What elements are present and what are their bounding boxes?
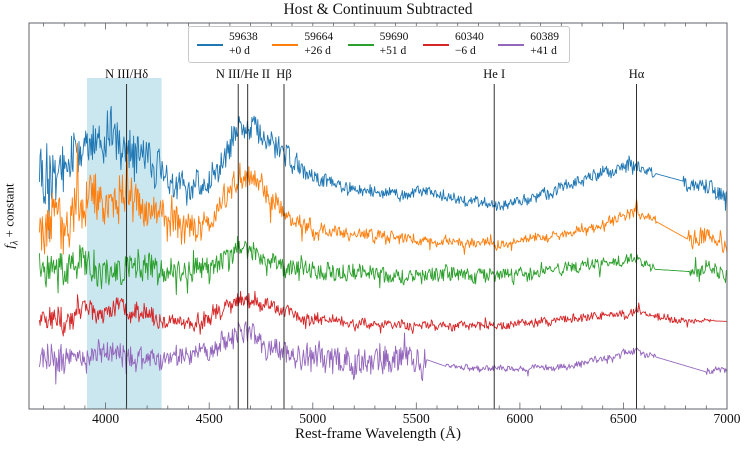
legend-line-sample-purple: [498, 43, 525, 46]
x-tick-label-3: 5500: [402, 411, 430, 426]
legend-line-sample-blue: [197, 43, 223, 46]
x-tick-label-2: 5000: [299, 411, 327, 426]
legend-label-mjd: 59638: [229, 30, 258, 43]
feature-label-niii-hdelta: N III/Hδ: [105, 67, 149, 81]
spectrum-59690: [38, 235, 728, 296]
feature-label-halpha: Hα: [628, 67, 645, 81]
legend-label-phase: +51 d: [379, 44, 407, 57]
y-axis-label: fλ + constant: [1, 183, 21, 249]
legend-label-mjd: 60389: [530, 30, 559, 43]
legend-item-59664: 59664 +26 d: [272, 31, 333, 59]
legend-label-mjd: 59690: [379, 30, 409, 43]
x-tick-label-4: 6000: [506, 411, 534, 426]
legend-item-60389: 60389 +41 d: [498, 31, 559, 59]
axes-frame: [28, 22, 728, 410]
legend-label-phase: +26 d: [304, 44, 331, 57]
spectrum-59638: [38, 105, 728, 240]
legend-label-mjd: 60340: [454, 30, 484, 43]
x-tick-label-5: 6500: [609, 411, 637, 426]
feature-marker-lines: [126, 84, 637, 409]
legend-line-sample-red: [422, 43, 449, 46]
x-tick-label-1: 4500: [195, 411, 223, 426]
legend-item-59638: 59638 +0 d: [197, 31, 258, 59]
chart-title: Host & Continuum Subtracted: [283, 1, 473, 18]
legend-label-phase: −6 d: [454, 44, 476, 57]
feature-label-hei: He I: [483, 67, 506, 81]
spectrum-59664: [38, 142, 728, 255]
x-axis-label: Rest-frame Wavelength (Å): [295, 426, 461, 442]
x-tick-label-6: 7000: [713, 411, 741, 426]
legend-line-sample-green: [347, 43, 374, 46]
spectra-lines: [38, 105, 728, 385]
legend-label-phase: +0 d: [229, 44, 250, 57]
legend-label-mjd: 59664: [304, 30, 334, 43]
legend-item-60340: 60340 −6 d: [422, 30, 484, 59]
feature-label-niii-heii: N III/He II: [215, 67, 271, 81]
spectrum-60389: [38, 321, 728, 385]
x-tick-label-0: 4000: [92, 411, 120, 426]
legend: 59638 +0 d 59664 +26 d 59690 +51 d 60340…: [188, 26, 570, 63]
spectrum-60340: [38, 290, 727, 337]
legend-label-phase: +41 d: [530, 44, 557, 57]
feature-label-hbeta: Hβ: [276, 67, 292, 81]
legend-item-59690: 59690 +51 d: [347, 30, 409, 59]
legend-line-sample-orange: [272, 43, 299, 46]
